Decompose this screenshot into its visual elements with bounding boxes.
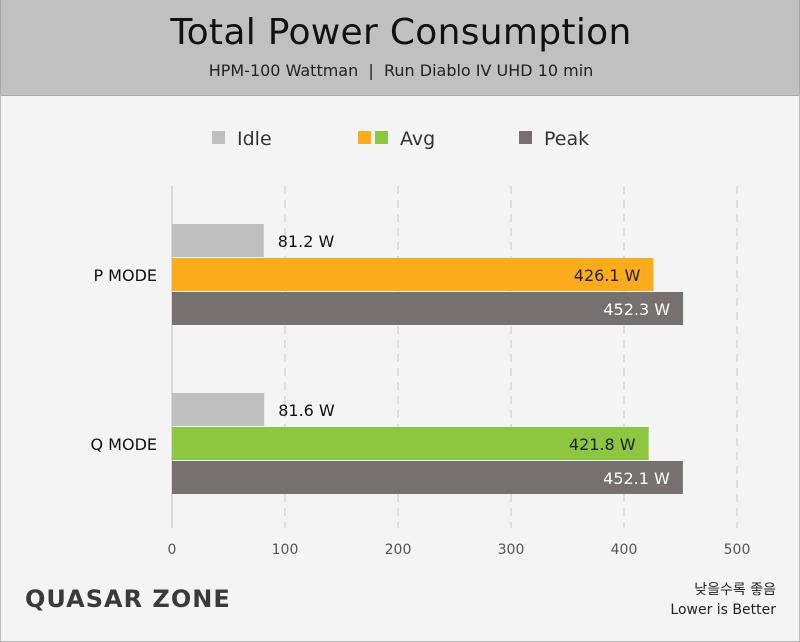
- data-label: 81.6 W: [278, 401, 335, 420]
- data-label: 452.3 W: [603, 300, 670, 319]
- x-tick-label: 200: [385, 542, 412, 558]
- bar-idle: [172, 224, 264, 257]
- data-label: 452.1 W: [603, 469, 670, 488]
- x-tick-label: 100: [272, 542, 299, 558]
- bar-avg: [172, 258, 654, 291]
- lower-is-better-note: 낮을수록 좋음 Lower is Better: [670, 580, 776, 620]
- x-tick-label: 500: [724, 542, 751, 558]
- legend-label: Avg: [400, 128, 435, 150]
- note-korean: 낮을수록 좋음: [694, 582, 776, 598]
- legend-swatch: [519, 131, 532, 144]
- legend-label: Idle: [237, 128, 272, 150]
- legend-swatch: [375, 131, 388, 144]
- category-label: Q MODE: [90, 435, 157, 454]
- chart-header: Total Power Consumption HPM-100 Wattman …: [0, 0, 800, 96]
- data-label: 426.1 W: [574, 266, 641, 285]
- data-label: 81.2 W: [278, 232, 335, 251]
- note-english: Lower is Better: [670, 602, 776, 618]
- x-tick-label: 0: [168, 542, 177, 558]
- category-label: P MODE: [93, 266, 157, 285]
- legend-swatch: [212, 131, 225, 144]
- chart-title: Total Power Consumption: [170, 12, 632, 53]
- x-tick-label: 300: [498, 542, 525, 558]
- legend-swatch: [358, 131, 371, 144]
- data-label: 421.8 W: [569, 435, 636, 454]
- quasarzone-logo: QUASAR ZONE: [25, 585, 231, 613]
- legend-label: Peak: [544, 128, 589, 150]
- bar-idle: [172, 393, 265, 426]
- chart-subtitle: HPM-100 Wattman | Run Diablo IV UHD 10 m…: [208, 61, 594, 80]
- bar-avg: [172, 427, 649, 460]
- bar-peak: [172, 292, 684, 325]
- x-tick-label: 400: [611, 542, 638, 558]
- bar-peak: [172, 461, 683, 494]
